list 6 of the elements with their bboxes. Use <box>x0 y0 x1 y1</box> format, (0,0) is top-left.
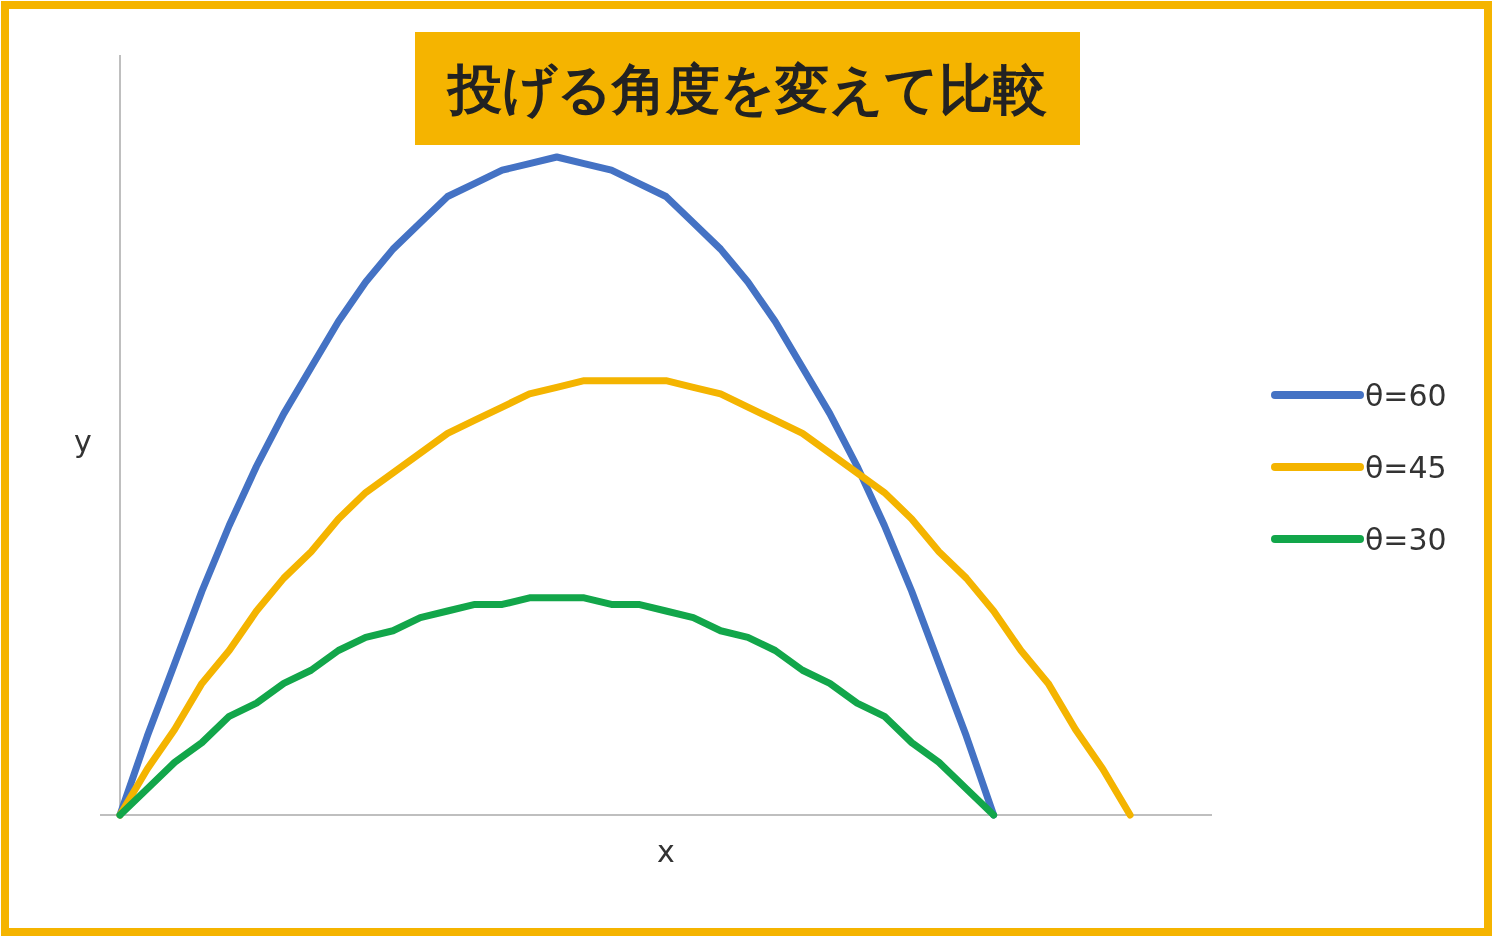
legend-label: θ=45 <box>1365 450 1447 485</box>
chart-title: 投げる角度を変えて比較 <box>445 58 1047 121</box>
y-axis-title: y <box>74 424 92 459</box>
x-axis-title: x <box>657 834 675 869</box>
legend-label: θ=60 <box>1365 378 1447 413</box>
legend-label: θ=30 <box>1365 522 1447 557</box>
